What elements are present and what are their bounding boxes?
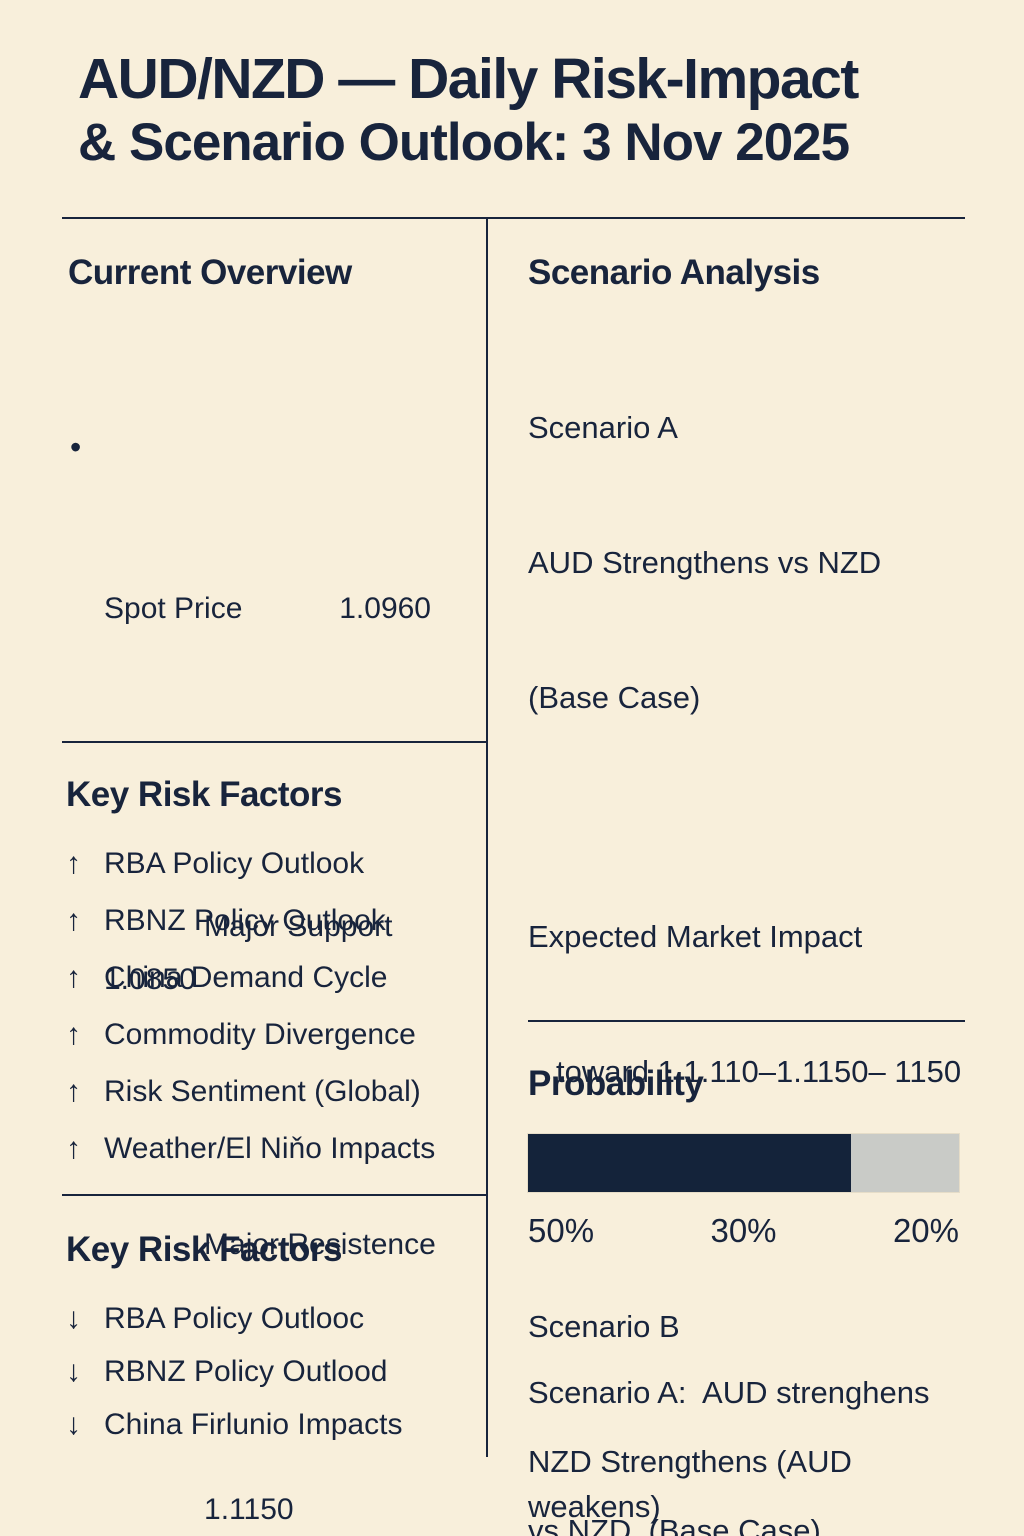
risk-item-label: Weather/El Niňo Impacts	[104, 1132, 436, 1165]
list-item: Major Support 1.0850	[68, 847, 486, 1059]
probability-bar-segment-light	[851, 1134, 959, 1192]
risk-item-label: Commodity Divergence	[104, 1018, 416, 1051]
up-arrow-icon: ↑	[66, 904, 81, 937]
content-columns: Current Overview • Spot Price 1.0960 Maj…	[62, 217, 965, 1536]
risk-item-label: RBNZ Policy Outlood	[104, 1355, 388, 1388]
key-risk-up-list: ↑ RBA Policy Outlook ↑ RBNZ Policy Outlo…	[66, 835, 486, 1177]
section-key-risk-factors-up: Key Risk Factors ↑ RBA Policy Outlook ↑ …	[62, 743, 486, 1196]
list-item: ↑ RBA Policy Outlook	[66, 835, 486, 892]
scenario-a-block: Scenario A AUD Strengthens vs NZD (Base …	[528, 315, 965, 810]
impact-value: toward 1.1.110–1.1150– 1150	[556, 1054, 962, 1089]
section-current-overview: Current Overview • Spot Price 1.0960 Maj…	[62, 219, 486, 1526]
probability-bar-segment-dark	[528, 1134, 852, 1192]
list-item: ↑ Commodity Divergence	[66, 1006, 486, 1063]
section-scenario-analysis: Scenario Analysis Scenario A AUD Strengt…	[528, 219, 965, 1524]
scenario-a-impact: Expected Market Impact toward 1.1.110–1.…	[528, 824, 965, 1184]
right-column: Scenario Analysis Scenario A AUD Strengt…	[486, 219, 965, 1536]
up-arrow-icon: ↑	[66, 1132, 81, 1165]
probability-label-30: 30%	[710, 1212, 777, 1249]
left-column: Current Overview • Spot Price 1.0960 Maj…	[62, 219, 486, 1526]
down-arrow-icon: ↓	[66, 1408, 81, 1441]
down-arrow-icon: ↓	[66, 1302, 81, 1335]
spot-price-label: Spot Price	[104, 592, 243, 625]
list-item: ↓ RBNZ Policy Outlood	[66, 1345, 486, 1398]
bullet-icon: •	[70, 429, 82, 465]
impact-label: Expected Market Impact	[528, 919, 863, 954]
risk-item-label: RBA Policy Outlooc	[104, 1302, 365, 1335]
up-arrow-icon: ↑	[66, 961, 81, 994]
probability-heading: Probability	[528, 1064, 704, 1103]
probability-label-50: 50%	[528, 1212, 595, 1249]
risk-item-label: China Firlunio Impacts	[104, 1408, 403, 1441]
list-item: • Spot Price 1.0960	[68, 423, 486, 741]
scenario-a-line2: (Base Case)	[528, 680, 701, 715]
risk-item-label: China Demand Cycle	[104, 961, 388, 994]
probability-caption: Scenario A: AUD strenghens vs NZD (Base …	[528, 1278, 965, 1536]
section-probability: Probability 50% 30% 20% Scenario A: AUD …	[527, 1022, 965, 1536]
list-item: ↑ Risk Sentiment (Global)	[66, 1063, 486, 1120]
probability-bar-labels: 50% 30% 20%	[528, 1212, 959, 1250]
list-item: ↑ China Demand Cycle	[66, 949, 486, 1006]
list-item: ↓ RBA Policy Outlooc	[66, 1292, 486, 1345]
up-arrow-icon: ↑	[66, 847, 81, 880]
key-risk-down-heading: Key Risk Factors	[66, 1230, 343, 1269]
scenario-b-name: Scenario B	[528, 1309, 680, 1344]
current-overview-list: • Spot Price 1.0960 Major Support 1.0850…	[68, 317, 486, 1536]
page-title-line2: & Scenario Outlook: 3 Nov 2025	[78, 113, 850, 172]
down-arrow-icon: ↓	[66, 1355, 81, 1388]
scenario-analysis-heading: Scenario Analysis	[528, 253, 820, 292]
list-item: ↑ Weather/El Niňo Impacts	[66, 1120, 486, 1177]
scenario-a-name: Scenario A	[528, 410, 678, 445]
probability-label-20: 20%	[892, 1212, 959, 1249]
scenario-a-line1: AUD Strengthens vs NZD	[528, 545, 882, 580]
risk-item-label: RBNZ Policy Outlook	[104, 904, 386, 937]
section-key-risk-factors-down: Key Risk Factors ↓ RBA Policy Outlooc ↓ …	[62, 1196, 486, 1451]
list-item: ↓ China Firlunio Impacts	[66, 1398, 486, 1451]
major-resistance-value: 1.1150	[204, 1493, 294, 1526]
page-title: AUD/NZD — Daily Risk-Impact & Scenario O…	[78, 46, 859, 174]
up-arrow-icon: ↑	[66, 1075, 81, 1108]
list-item: 1.1150	[68, 1430, 486, 1536]
risk-item-label: RBA Policy Outlook	[104, 847, 365, 880]
page-title-line1: AUD/NZD — Daily Risk-Impact	[78, 47, 859, 111]
major-resistance-label: Major Resistence	[204, 1228, 436, 1261]
scenario-b-line1: NZD Strengthens (AUD weakens)	[528, 1444, 861, 1524]
major-support-line: Major Support 1.0850	[104, 910, 401, 996]
caption-line: Scenario A: AUD strenghens	[528, 1375, 930, 1410]
spot-price-value: 1.0960	[339, 592, 431, 625]
current-overview-heading: Current Overview	[68, 253, 352, 292]
key-risk-down-list: ↓ RBA Policy Outlooc ↓ RBNZ Policy Outlo…	[66, 1292, 486, 1451]
key-risk-up-heading: Key Risk Factors	[66, 775, 343, 814]
list-item: Major Resistence	[68, 1165, 486, 1324]
up-arrow-icon: ↑	[66, 1018, 81, 1051]
probability-bar	[527, 1133, 960, 1193]
caption-line: vs NZD (Base Case)	[528, 1513, 821, 1536]
scenario-b-block: Scenario B NZD Strengthens (AUD weakens)…	[528, 1214, 965, 1536]
list-item: ↑ RBNZ Policy Outlook	[66, 892, 486, 949]
risk-item-label: Risk Sentiment (Global)	[104, 1075, 421, 1108]
